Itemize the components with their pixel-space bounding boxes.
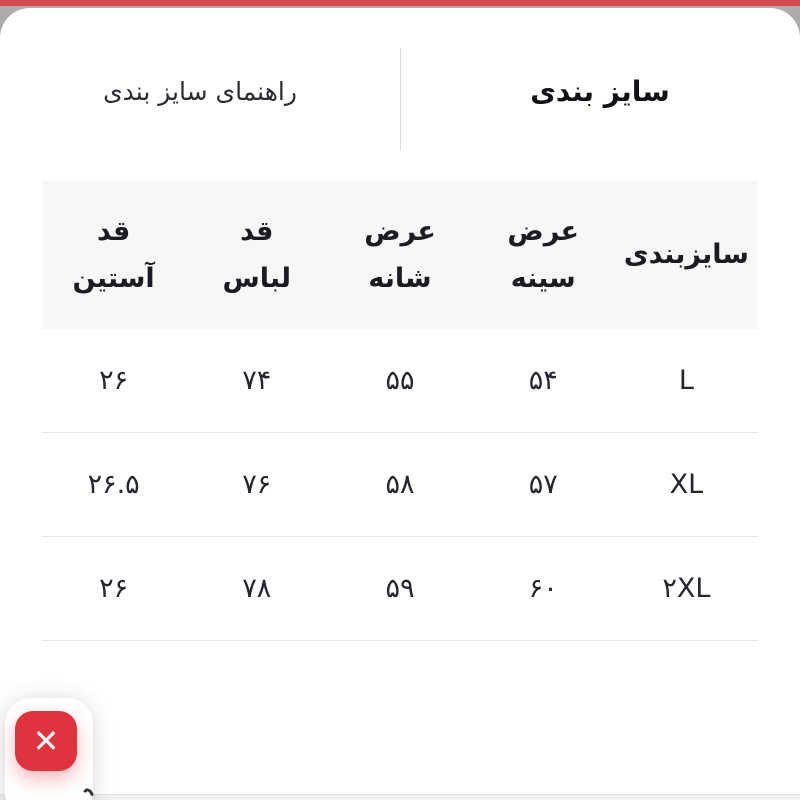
- cell-size: ۲XL: [662, 573, 711, 604]
- column-header-size: سایزبندی: [623, 239, 749, 271]
- cell-size: XL: [669, 469, 704, 500]
- column-header-chest: عرض سینه: [507, 215, 579, 294]
- cell-chest: ۶۰: [528, 573, 558, 604]
- tab-sizing-guide[interactable]: راهنمای سایز بندی: [0, 8, 400, 146]
- cell-shoulder: ۵۹: [385, 573, 415, 604]
- size-guide-bottom-sheet: سایز بندی راهنمای سایز بندی سایزبندی عرض …: [0, 8, 800, 800]
- size-table-header: سایزبندی عرض سینه عرض شانه قد لباس قد آستین: [42, 181, 758, 329]
- tab-divider: [400, 48, 401, 150]
- cell-chest: ۵۴: [528, 365, 558, 396]
- table-row: L ۵۴ ۵۵ ۷۴ ۲۶: [42, 329, 758, 433]
- cell-sleeve: ۲۶: [99, 365, 129, 396]
- cell-shoulder: ۵۵: [385, 365, 415, 396]
- tab-sizing-label: سایز بندی: [530, 74, 670, 108]
- close-icon[interactable]: ✕: [15, 711, 77, 771]
- top-red-strip: [0, 0, 800, 6]
- column-header-shoulder: عرض شانه: [364, 215, 436, 294]
- cell-length: ۷۴: [242, 365, 272, 396]
- cell-sleeve: ۲۶: [99, 573, 129, 604]
- tab-sizing[interactable]: سایز بندی: [400, 8, 800, 146]
- bottom-strip: [0, 794, 800, 800]
- tab-sizing-guide-label: راهنمای سایز بندی: [103, 76, 297, 106]
- size-table: سایزبندی عرض سینه عرض شانه قد لباس قد آستین …: [42, 181, 758, 641]
- cell-size: L: [678, 365, 694, 396]
- column-header-sleeve: قد آستین: [72, 215, 155, 294]
- cell-chest: ۵۷: [528, 469, 558, 500]
- cell-length: ۷۶: [242, 469, 272, 500]
- size-table-body: L ۵۴ ۵۵ ۷۴ ۲۶ XL ۵۷ ۵۸ ۷۶ ۲۶.۵ ۲XL ۶۰ ۵۹ ۷۸ ۲۶: [42, 329, 758, 641]
- table-row: XL ۵۷ ۵۸ ۷۶ ۲۶.۵: [42, 433, 758, 537]
- column-header-length: قد لباس: [222, 215, 292, 294]
- cell-shoulder: ۵۸: [385, 469, 415, 500]
- cell-sleeve: ۲۶.۵: [87, 469, 140, 500]
- table-row: ۲XL ۶۰ ۵۹ ۷۸ ۲۶: [42, 537, 758, 641]
- close-card: ✕: [5, 698, 93, 800]
- tab-bar: سایز بندی راهنمای سایز بندی: [0, 8, 800, 150]
- cell-length: ۷۸: [242, 573, 272, 604]
